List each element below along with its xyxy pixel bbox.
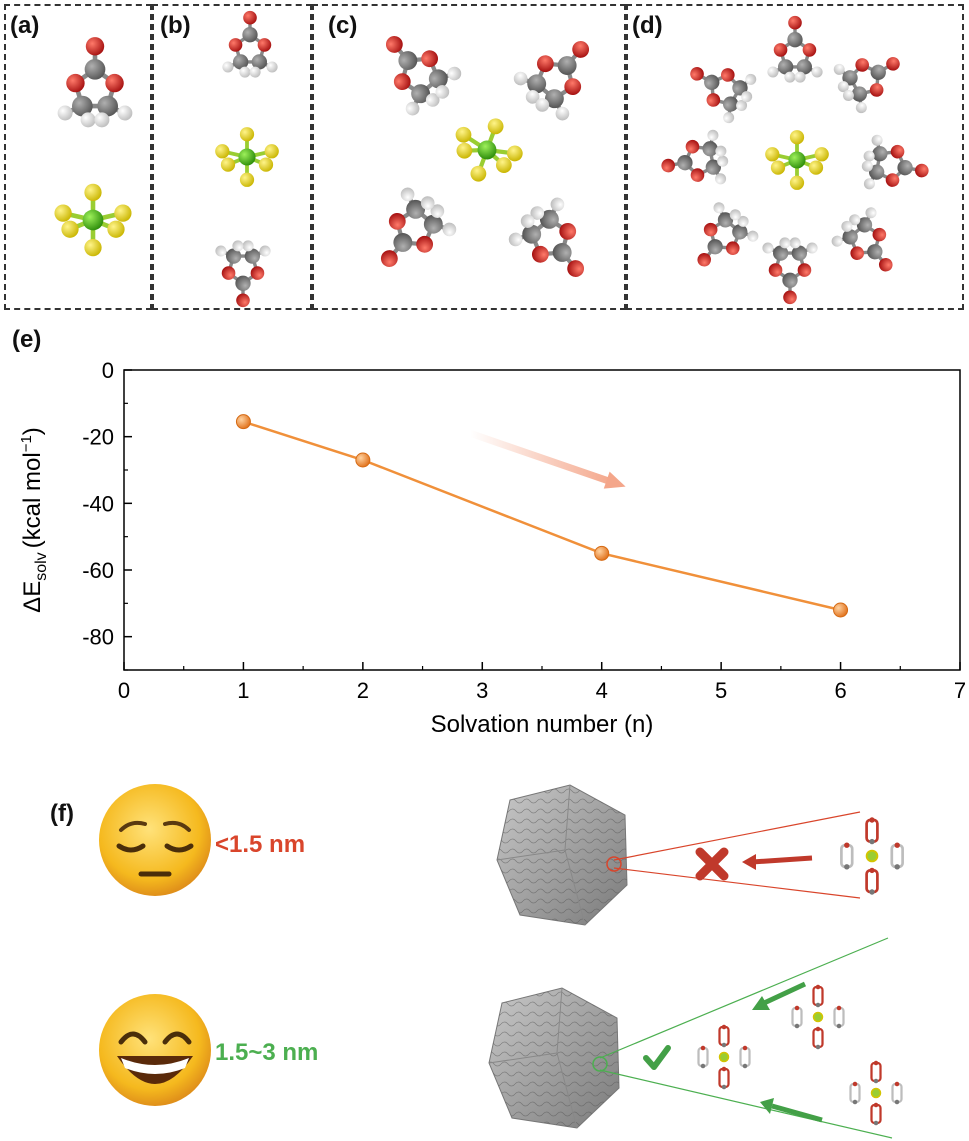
solvation-cluster — [697, 1024, 751, 1090]
ethylene-carbonate — [833, 57, 900, 114]
panel-c — [312, 4, 626, 310]
y-tick-label: -80 — [82, 625, 114, 650]
entry-arrow-lower — [760, 1098, 823, 1123]
x-tick-label: 6 — [834, 678, 846, 703]
large-pore-mark — [592, 1056, 608, 1072]
data-point — [833, 602, 849, 618]
x-tick-label: 2 — [357, 678, 369, 703]
data-point — [235, 414, 251, 430]
entry-arrow-upper — [752, 981, 807, 1010]
ethylene-carbonate — [385, 36, 462, 116]
y-tick-label: 0 — [102, 358, 114, 383]
ethylene-carbonate — [215, 240, 271, 308]
panel-d-label: (d) — [632, 12, 663, 39]
carbon-particle-small-pore — [496, 784, 628, 926]
panel-a-label: (a) — [10, 12, 40, 39]
data-point — [594, 545, 610, 561]
series-line — [243, 420, 841, 612]
panel-c-label: (c) — [328, 12, 358, 39]
pf6-anion — [455, 118, 523, 182]
ethylene-carbonate — [508, 197, 585, 277]
y-axis-label-sup: −1 — [18, 435, 35, 452]
pf6-anion — [54, 183, 132, 257]
ethylene-carbonate — [831, 207, 893, 272]
ethylene-carbonate — [767, 15, 823, 83]
zoom-line-bottom-lower — [599, 1069, 893, 1139]
ethylene-carbonate — [861, 134, 929, 190]
pf6-anion — [765, 130, 829, 190]
trend-arrow-head — [603, 471, 626, 489]
x-tick-label: 5 — [715, 678, 727, 703]
y-tick-label: -20 — [82, 425, 114, 450]
zoom-line-bottom-upper — [599, 937, 889, 1059]
ethylene-carbonate — [380, 187, 457, 267]
x-tick-label: 1 — [237, 678, 249, 703]
check-mark-icon — [643, 1045, 671, 1070]
zoom-line-top-lower — [613, 867, 861, 899]
large-pore-label: 1.5~3 nm — [215, 1039, 318, 1066]
ethylene-carbonate — [697, 202, 759, 267]
x-tick-label: 3 — [476, 678, 488, 703]
panel-a — [4, 4, 152, 310]
data-point — [355, 452, 371, 468]
trend-arrow-shaft — [466, 429, 618, 487]
y-axis-label-sub: solv — [33, 552, 50, 580]
ethylene-carbonate — [661, 129, 729, 185]
x-tick-label: 7 — [954, 678, 966, 703]
zoom-line-top-upper — [613, 811, 861, 861]
y-axis-label-unit: (kcal mol — [19, 452, 46, 548]
ethylene-carbonate — [222, 10, 278, 78]
pensive-face-icon — [99, 784, 211, 896]
y-tick-label: -60 — [82, 558, 114, 583]
solvation-cluster — [791, 984, 845, 1050]
solvation-cluster — [840, 817, 904, 895]
y-axis-label-main: ΔE — [19, 581, 46, 613]
solvation-energy-chart: 0 1 2 3 4 5 6 7 0 -20 -40 -60 -80 Solvation number (… — [18, 358, 966, 738]
blocked-arrow — [742, 854, 813, 870]
ethylene-carbonate — [690, 67, 757, 124]
y-axis-label-close: ) — [19, 427, 46, 435]
x-axis-label: Solvation number (n) — [431, 711, 654, 738]
small-pore-mark — [606, 856, 622, 872]
x-tick-label: 4 — [596, 678, 608, 703]
carbon-particle-large-pore — [488, 987, 620, 1129]
pore-illustration: <1.5 nm 1.5~3 nm — [99, 784, 904, 1139]
plot-frame — [123, 369, 961, 671]
panel-d — [626, 4, 964, 310]
ethylene-carbonate — [57, 37, 133, 128]
y-tick-label: -40 — [82, 491, 114, 516]
molecule-structures — [54, 10, 929, 308]
panel-f-label: (f) — [50, 800, 74, 827]
y-axis-label: ΔEsolv (kcal mol−1) — [18, 427, 50, 613]
panel-b — [152, 4, 312, 310]
grinning-face-icon — [99, 994, 211, 1106]
ethylene-carbonate — [762, 237, 818, 305]
panel-b-label: (b) — [160, 12, 191, 39]
small-pore-label: <1.5 nm — [215, 831, 305, 858]
cross-mark-icon — [695, 847, 729, 881]
ethylene-carbonate — [513, 41, 590, 121]
panel-e-label: (e) — [12, 326, 42, 353]
solvation-cluster — [849, 1060, 903, 1126]
pf6-anion — [215, 127, 279, 187]
x-tick-label: 0 — [118, 678, 130, 703]
